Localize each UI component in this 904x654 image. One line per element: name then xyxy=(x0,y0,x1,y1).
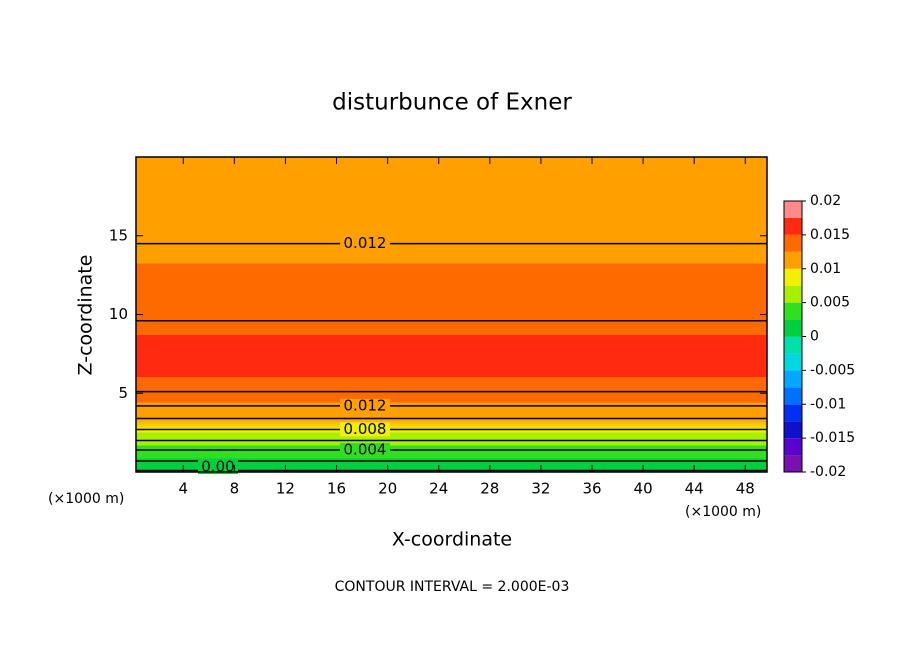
contour-label-bg xyxy=(340,398,390,413)
colorbar-band xyxy=(784,404,802,422)
x-tick-label: 12 xyxy=(276,480,295,498)
colorbar-tick-label: 0.015 xyxy=(810,227,850,243)
colorbar-band xyxy=(784,336,802,354)
colorbar-tick-label: -0.005 xyxy=(810,362,855,378)
field-strip xyxy=(136,369,767,393)
contour-label: 0.008 xyxy=(344,420,387,438)
colorbar-band xyxy=(784,302,802,320)
contour-label: 0.012 xyxy=(344,234,387,252)
contour-label-bg xyxy=(340,236,390,251)
colorbar-band xyxy=(784,319,802,337)
colorbar-band xyxy=(784,353,802,371)
field-strip xyxy=(136,429,767,441)
colorbar-band xyxy=(784,234,802,252)
contour-label-bg xyxy=(340,422,390,437)
field-strip xyxy=(136,460,767,473)
colorbar-band xyxy=(784,201,802,218)
field-strip xyxy=(136,243,767,284)
colorbar-tick-label: -0.01 xyxy=(810,396,846,412)
x-unit-right: (×1000 m) xyxy=(685,504,761,520)
contour-label-bg xyxy=(198,460,238,474)
field-strip xyxy=(136,346,767,371)
chart-title: disturbunce of Exner xyxy=(332,90,572,116)
colorbar-tick-label: -0.015 xyxy=(810,430,855,446)
field-strip xyxy=(136,440,767,451)
field-strip xyxy=(136,204,767,245)
contour-label: 0.012 xyxy=(344,396,387,414)
colorbar-tick-label: 0.01 xyxy=(810,261,841,277)
colorbar-band xyxy=(784,217,802,235)
colorbar-tick-label: 0.02 xyxy=(810,193,841,209)
contour-label-bg xyxy=(340,442,390,457)
colorbar-band xyxy=(784,455,802,472)
field-strip xyxy=(136,283,767,322)
x-unit: (×1000 m) xyxy=(48,491,124,507)
x-tick-label: 8 xyxy=(230,480,240,498)
colorbar-band xyxy=(784,251,802,269)
y-tick-label: 5 xyxy=(118,384,128,402)
x-tick-label: 48 xyxy=(736,480,755,498)
x-tick-label: 36 xyxy=(582,480,601,498)
colorbar-tick-label: 0.005 xyxy=(810,295,850,311)
contour-interval: CONTOUR INTERVAL = 2.000E-03 xyxy=(335,579,570,595)
y-tick-label: 15 xyxy=(109,226,128,244)
colorbar-band xyxy=(784,285,802,303)
x-tick-label: 24 xyxy=(429,480,448,498)
x-tick-label: 32 xyxy=(531,480,550,498)
x-tick-label: 4 xyxy=(178,480,188,498)
x-tick-label: 44 xyxy=(685,480,704,498)
field-strip xyxy=(136,418,767,430)
colorbar-band xyxy=(784,370,802,388)
colorbar-band xyxy=(784,421,802,439)
field-strip xyxy=(136,391,767,407)
field-strip xyxy=(136,320,767,347)
y-tick-label: 10 xyxy=(109,305,128,323)
colorbar-tick-label: -0.02 xyxy=(810,464,846,480)
colorbar-band xyxy=(784,387,802,405)
x-tick-label: 16 xyxy=(327,480,346,498)
field-strip xyxy=(136,405,767,419)
colorbar-band xyxy=(784,438,802,456)
y-axis-label: Z-coordinate xyxy=(75,255,97,376)
x-tick-label: 40 xyxy=(634,480,653,498)
colorbar-band xyxy=(784,268,802,286)
field-strip xyxy=(136,449,767,462)
x-axis-label: X-coordinate xyxy=(392,529,512,551)
x-tick-label: 20 xyxy=(378,480,397,498)
x-tick-label: 28 xyxy=(480,480,499,498)
field-strip xyxy=(136,157,767,205)
contour-label: 0.00 xyxy=(201,458,234,476)
colorbar-tick-label: 0 xyxy=(810,329,819,345)
contour-label: 0.004 xyxy=(344,440,387,458)
